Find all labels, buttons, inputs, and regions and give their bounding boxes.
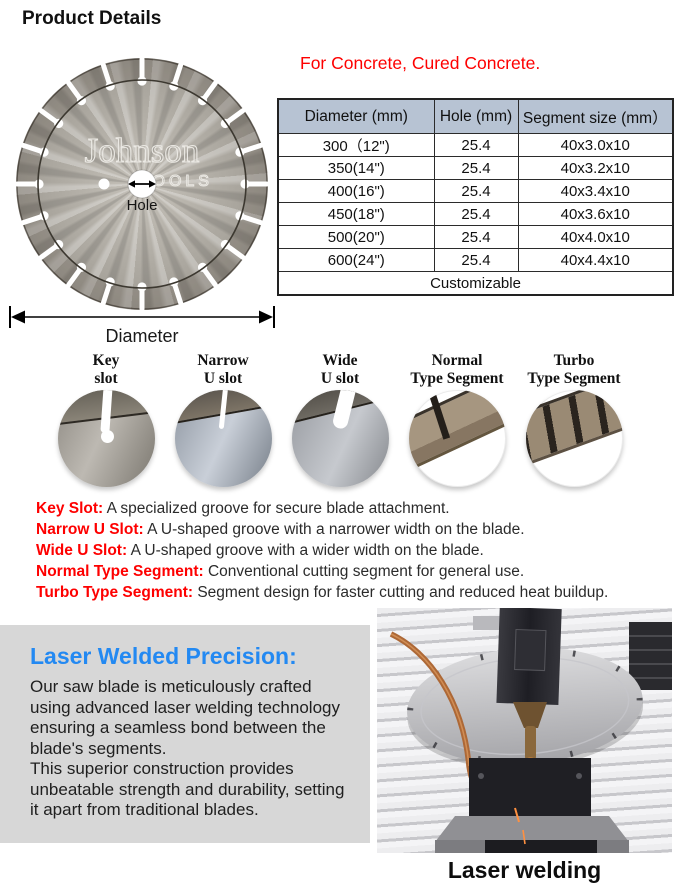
segment-type-turbo: Turbo Type Segment (518, 352, 630, 487)
table-row: 400(16") 25.4 40x3.4x10 (277, 179, 674, 203)
blade-overlay-graphic: Johnson TOOLS Hole (16, 58, 268, 310)
table-footer-row: Customizable (277, 271, 674, 296)
wide-u-slot-photo (291, 390, 389, 487)
slot-label-narrow-u: Narrow U slot (197, 352, 249, 387)
slot-types-row: Key slot Narrow U slot Wide U slot Nor (50, 352, 630, 487)
cell-diameter: 500(20") (277, 225, 435, 249)
cell-hole: 25.4 (433, 248, 519, 272)
normal-segment-photo (408, 390, 506, 487)
cell-diameter: 300（12") (277, 133, 435, 157)
glossary-item: Turbo Type Segment: Segment design for f… (36, 584, 609, 601)
slot-label-key: Key slot (92, 352, 120, 387)
key-slot-photo (57, 390, 155, 487)
cell-hole: 25.4 (433, 202, 519, 226)
spec-table: Diameter (mm) Hole (mm) Segment size (mm… (277, 98, 674, 296)
slot-type-narrow-u: Narrow U slot (167, 352, 279, 487)
cell-hole: 25.4 (433, 133, 519, 157)
panel-body: Our saw blade is meticulously crafted us… (30, 677, 345, 819)
col-header-diameter: Diameter (mm) (277, 98, 435, 134)
cell-segment: 40x3.0x10 (517, 133, 674, 157)
pin-hole (98, 178, 110, 190)
table-row: 500(20") 25.4 40x4.0x10 (277, 225, 674, 249)
glossary-item: Narrow U Slot: A U-shaped groove with a … (36, 521, 525, 538)
laser-welded-panel: Laser Welded Precision: Our saw blade is… (0, 625, 370, 843)
col-header-hole: Hole (mm) (433, 98, 519, 134)
cell-hole: 25.4 (433, 179, 519, 203)
cell-segment: 40x4.0x10 (517, 225, 674, 249)
turbo-segment-photo (525, 390, 623, 487)
application-note: For Concrete, Cured Concrete. (300, 53, 541, 73)
diameter-dimension-arrow (9, 306, 275, 328)
cell-diameter: 400(16") (277, 179, 435, 203)
table-row: 350(14") 25.4 40x3.2x10 (277, 156, 674, 180)
segment-type-normal: Normal Type Segment (401, 352, 513, 487)
page-title: Product Details (22, 8, 162, 29)
table-row: 300（12") 25.4 40x3.0x10 (277, 133, 674, 157)
slot-label-normal-segment: Normal Type Segment (410, 352, 504, 387)
cell-hole: 25.4 (433, 225, 519, 249)
customizable-cell: Customizable (277, 271, 674, 296)
laser-welding-photo (377, 608, 672, 853)
cell-diameter: 600(24") (277, 248, 435, 272)
cell-hole: 25.4 (433, 156, 519, 180)
laser-welding-illustration (389, 608, 672, 853)
photo-caption: Laser welding (447, 857, 602, 883)
glossary-list: Key Slot: A specialized groove for secur… (36, 498, 656, 603)
cell-segment: 40x4.4x10 (517, 248, 674, 272)
brand-logo-tools: TOOLS (139, 173, 213, 190)
slot-type-key: Key slot (50, 352, 162, 487)
table-row: 450(18") 25.4 40x3.6x10 (277, 202, 674, 226)
brand-logo-johnson: Johnson (85, 131, 200, 170)
table-row: 600(24") 25.4 40x4.4x10 (277, 248, 674, 272)
col-header-segment: Segment size (mm） (517, 98, 674, 134)
panel-heading: Laser Welded Precision: (30, 643, 297, 669)
cell-segment: 40x3.4x10 (517, 179, 674, 203)
narrow-u-slot-photo (174, 390, 272, 487)
slot-label-turbo-segment: Turbo Type Segment (527, 352, 621, 387)
slot-label-wide-u: Wide U slot (320, 352, 360, 387)
cell-segment: 40x3.2x10 (517, 156, 674, 180)
cell-segment: 40x3.6x10 (517, 202, 674, 226)
cell-diameter: 350(14") (277, 156, 435, 180)
saw-blade-figure: Johnson TOOLS Hole (16, 58, 268, 310)
slot-type-wide-u: Wide U slot (284, 352, 396, 487)
glossary-item: Wide U Slot: A U-shaped groove with a wi… (36, 542, 484, 559)
hole-label: Hole (127, 197, 158, 214)
glossary-item: Key Slot: A specialized groove for secur… (36, 500, 450, 517)
glossary-item: Normal Type Segment: Conventional cuttin… (36, 563, 525, 580)
cell-diameter: 450(18") (277, 202, 435, 226)
spec-header-row: Diameter (mm) Hole (mm) Segment size (mm… (277, 98, 674, 134)
diameter-label: Diameter (105, 326, 179, 346)
